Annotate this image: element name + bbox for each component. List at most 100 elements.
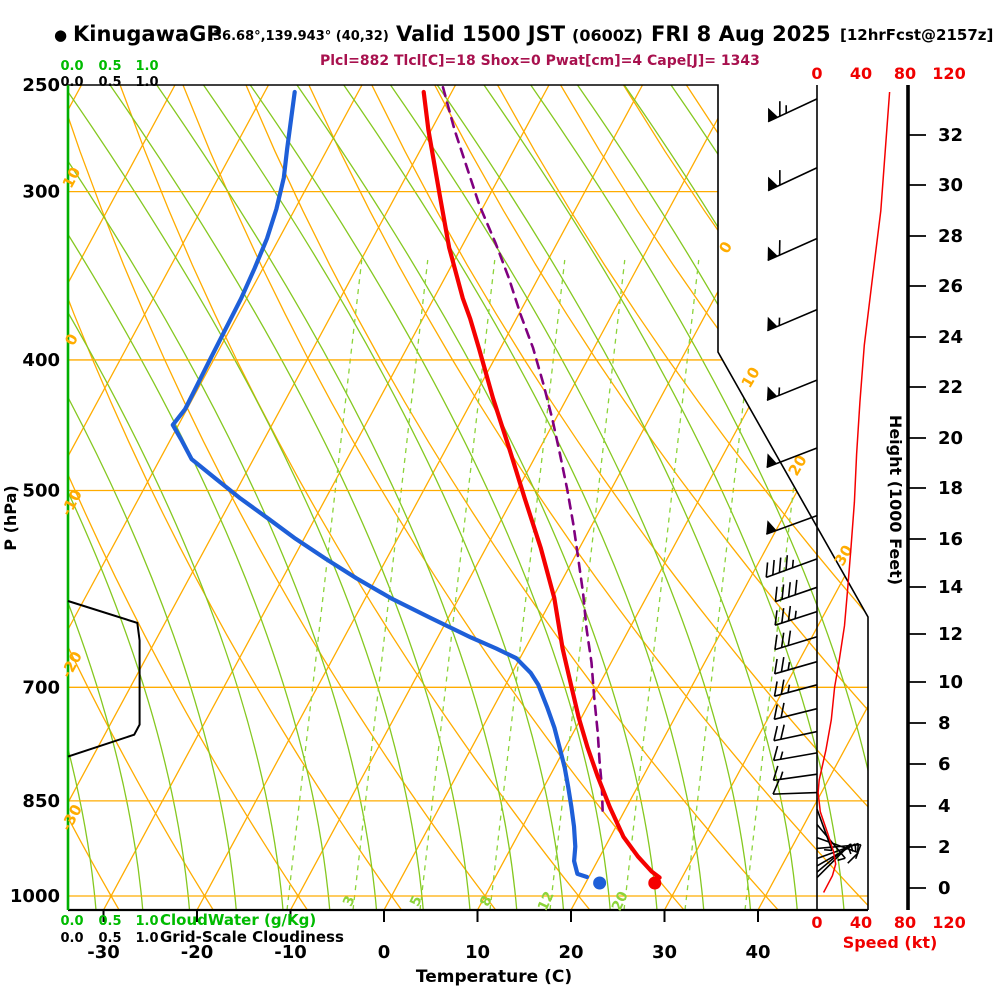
wind-barb-full (787, 582, 791, 598)
height-tick-label: 24 (938, 327, 963, 348)
isotherm-line (102, 85, 550, 910)
wind-barb-staff (767, 237, 818, 262)
wind-barb-full (780, 656, 785, 673)
wind-barb-full (772, 559, 775, 576)
moist-adiabat-line (68, 85, 284, 910)
wind-barb (772, 765, 818, 782)
wind-barb (772, 745, 818, 762)
moist-adiabat-line (202, 85, 565, 910)
cloud-scale-top-black: 0.5 (98, 75, 121, 90)
moist-adiabat-line (857, 85, 868, 910)
pressure-tick-label: 400 (22, 350, 60, 371)
speed-tick-label-top: 40 (850, 64, 872, 83)
wind-barb-full (774, 586, 778, 602)
moist-adiabat-line (68, 85, 378, 910)
wind-barb-pennant (766, 520, 777, 535)
wind-barb-half (787, 684, 791, 693)
wind-barb (816, 808, 833, 852)
wind-barb (766, 308, 818, 332)
valid-time: Valid 1500 JST (396, 22, 566, 46)
moist-adiabat-line (436, 85, 798, 910)
wind-speed-profile (817, 91, 891, 893)
dry-adiabat-edge-label: -10 (57, 486, 86, 518)
wind-barb-half (779, 751, 784, 760)
moist-adiabat-line (623, 85, 868, 910)
moist-adiabat-line (296, 85, 658, 910)
moist-adiabat-line (68, 85, 191, 910)
speed-tick-label-bottom: 80 (894, 913, 916, 932)
wind-barb (773, 702, 818, 721)
cloud-scale-top-black: 0.0 (60, 75, 83, 90)
cloudiness-label: Grid-Scale Cloudiness (160, 928, 344, 946)
pressure-tick-label: 500 (22, 480, 60, 501)
valid-date: FRI 8 Aug 2025 (651, 22, 831, 46)
moist-adiabat-line (483, 85, 845, 910)
temp-tick-label: 40 (745, 942, 770, 963)
dry-adiabat-line (560, 85, 868, 910)
wind-barb-full (780, 632, 785, 648)
speed-tick-label-top: 0 (811, 64, 822, 83)
temp-tick-label: -10 (274, 942, 307, 963)
height-tick-label: 6 (938, 754, 951, 775)
isotherm-line (68, 85, 363, 910)
height-tick-label: 14 (938, 577, 963, 598)
wind-barb-pennant (768, 107, 779, 122)
wind-barb-half (847, 846, 852, 855)
cloud-scale-bottom-green: 1.0 (135, 914, 158, 929)
wind-barb-staff (816, 808, 833, 851)
wind-barb-staff (773, 773, 818, 782)
surface-dewpoint-dot (593, 876, 607, 890)
dry-adiabat-line (308, 85, 868, 910)
dry-adiabat-edge-label: 0 (61, 331, 82, 349)
wind-barb-full (781, 584, 785, 600)
moist-adiabat-line (68, 85, 97, 910)
dry-adiabat-line (685, 85, 868, 910)
wind-barb (816, 845, 852, 879)
temp-tick-label: 20 (558, 942, 583, 963)
height-tick-label: 4 (938, 796, 951, 817)
mixing-ratio-line (286, 259, 363, 910)
dry-adiabat-line (68, 85, 216, 910)
wind-barb-full (774, 634, 778, 650)
pressure-tick-label: 300 (22, 182, 60, 203)
valid-time-z: (0600Z) (572, 26, 643, 45)
height-tick-label: 18 (938, 478, 963, 499)
dry-adiabat-line (245, 85, 782, 910)
wind-barb-staff (773, 730, 818, 742)
pressure-tick-label: 250 (22, 75, 60, 96)
mixing-ratio-label: 12 (535, 889, 558, 913)
pressure-tick-label: 850 (22, 791, 60, 812)
isotherm-line (68, 85, 176, 910)
height-tick-label: 16 (938, 529, 963, 550)
isotherm-line (289, 85, 737, 910)
wind-barb-full (773, 681, 778, 697)
moist-adiabat-line (68, 85, 424, 910)
parcel-curve (441, 86, 605, 818)
wind-barb-staff (774, 707, 818, 721)
dry-adiabat-line (748, 85, 868, 910)
dry-adiabat-line (119, 85, 594, 910)
dry-adiabat-line (434, 85, 868, 910)
wind-barb-staff (816, 836, 859, 854)
wind-barb-full (780, 702, 785, 718)
wind-barb-staff (767, 98, 818, 123)
dry-adiabat-edge-label: 10 (59, 164, 85, 191)
wind-barb-full (773, 658, 778, 674)
wind-barb (773, 656, 818, 675)
dry-adiabat-line (68, 85, 311, 910)
wind-barb-staff (816, 845, 849, 879)
wind-barb-half (794, 610, 797, 619)
wind-barb-full (781, 608, 785, 624)
isotherm-line (196, 85, 644, 910)
wind-barb-half (824, 848, 833, 852)
wind-barb (766, 447, 818, 469)
isotherm-edge-label: 30 (831, 542, 857, 569)
height-axis-title: Height (1000 Feet) (886, 415, 905, 585)
cloud-scale-bottom-green: 0.5 (98, 914, 121, 929)
moist-adiabat-line (68, 85, 331, 910)
wind-barb-full (773, 725, 779, 741)
wind-barb-full (780, 679, 785, 695)
speed-tick-label-bottom: 0 (811, 913, 822, 932)
cloud-scale-bottom-black: 0.0 (60, 931, 83, 946)
pressure-axis-title: P (hPa) (1, 485, 20, 550)
